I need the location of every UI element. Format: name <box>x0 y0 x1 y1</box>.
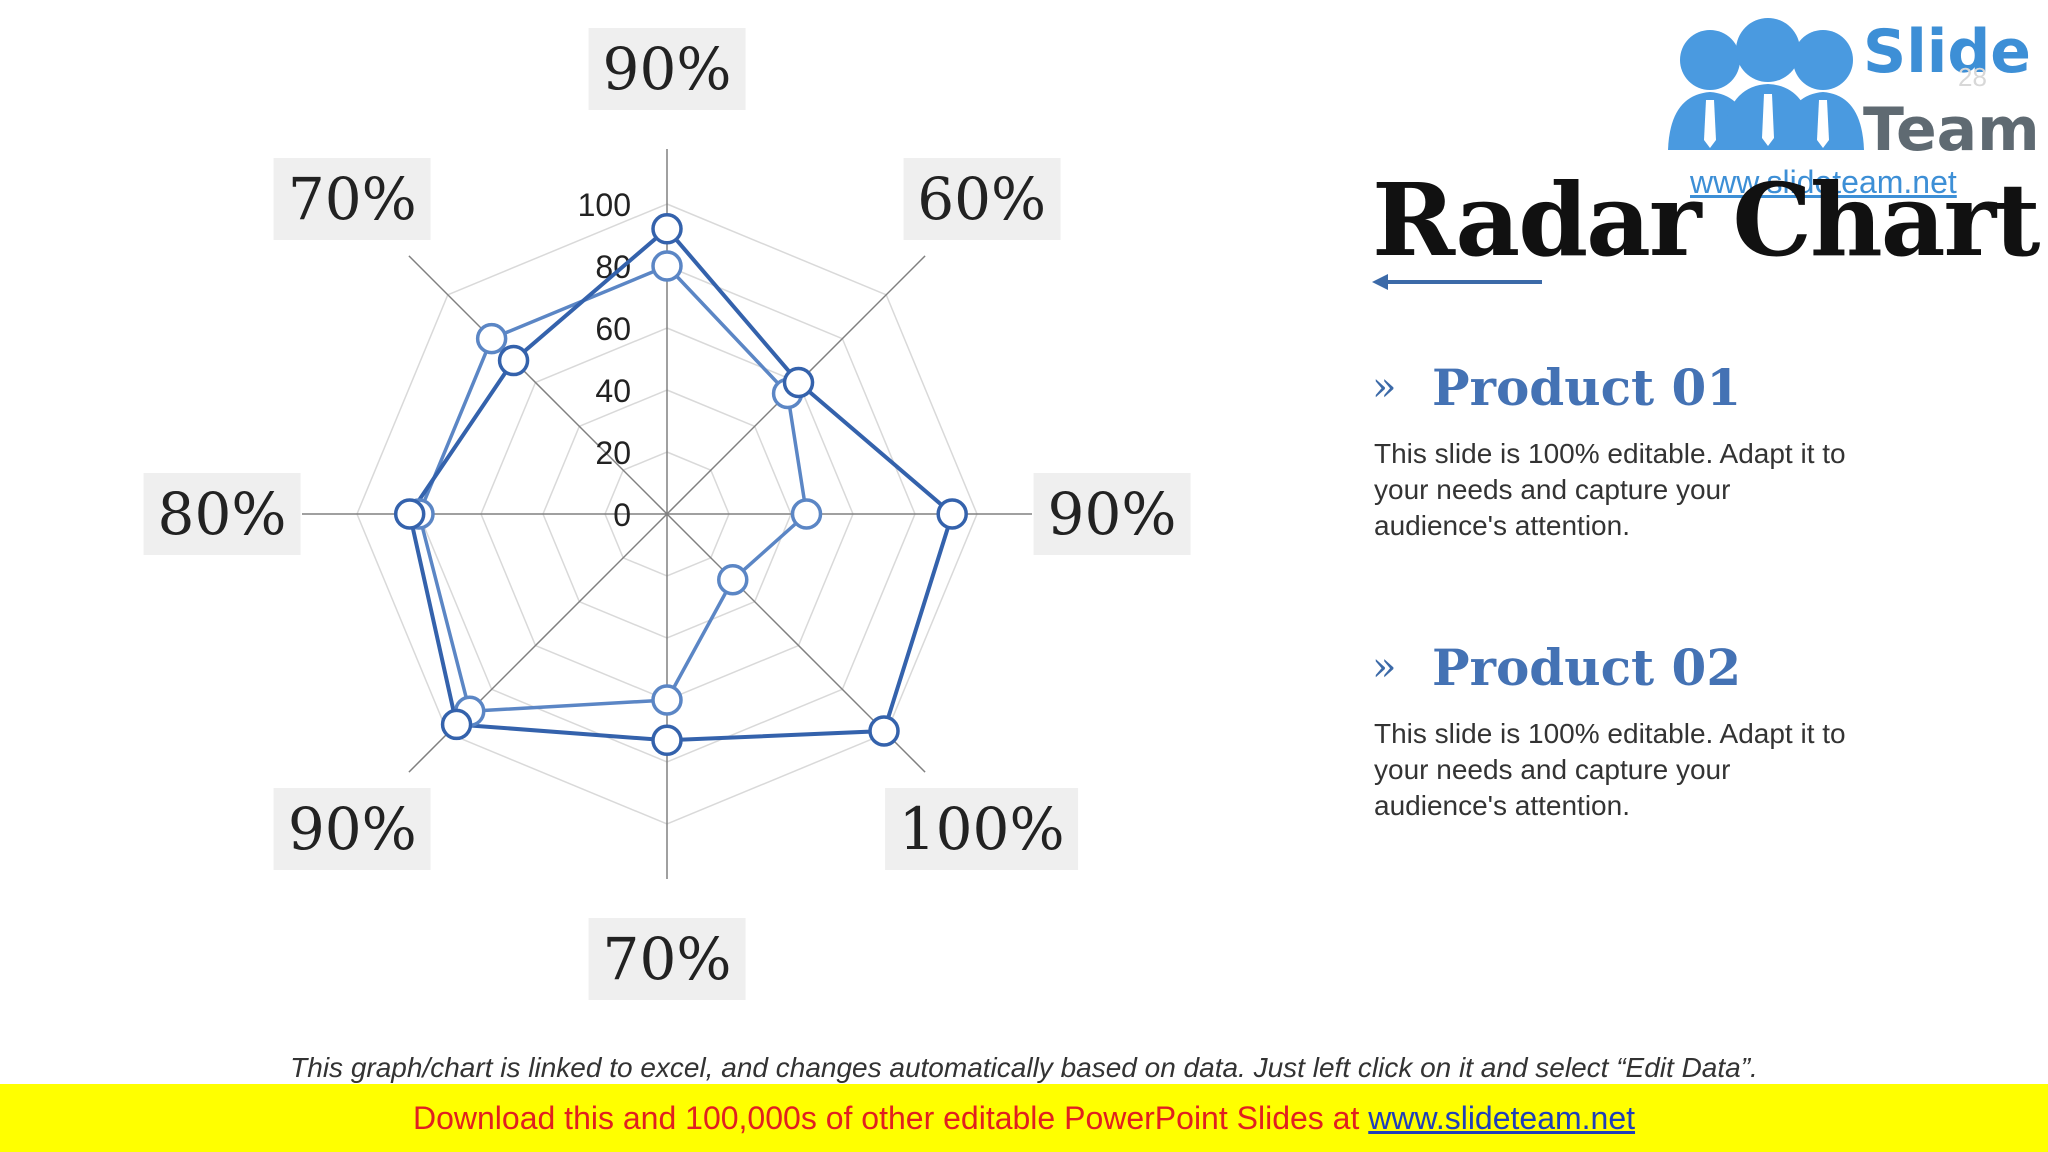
axis-label-3: 100% <box>884 787 1079 870</box>
tick-label-20: 20 <box>595 435 631 471</box>
page-number: 28 <box>1958 62 1987 92</box>
series-1-point-0 <box>651 250 683 282</box>
tick-label-40: 40 <box>595 373 631 409</box>
axis-label-7: 70% <box>273 158 431 241</box>
tick-label-100: 100 <box>578 187 631 223</box>
series-1-point-7 <box>475 322 508 355</box>
product-02-block: » Product 02 This slide is 100% editable… <box>1372 632 1892 824</box>
radar-spokes <box>302 149 1032 879</box>
series-2-point-6 <box>393 498 426 530</box>
chart-footnote: This graph/chart is linked to excel, and… <box>290 1052 1758 1083</box>
radar-chart: 0 20 40 60 80 100 <box>302 149 1032 879</box>
product-01-title: Product 01 <box>1432 357 1742 417</box>
series-2-point-4 <box>651 724 683 757</box>
radial-tick-labels: 0 20 40 60 80 100 <box>578 187 631 533</box>
axis-label-4: 70% <box>588 918 746 1000</box>
axis-label-5: 90% <box>273 787 431 870</box>
arrow-left-icon <box>1372 274 1542 290</box>
series-1-point-3 <box>717 564 749 596</box>
axis-label-2: 90% <box>1033 473 1191 555</box>
logo-url-link[interactable]: www.slideteam.net <box>1690 164 1957 200</box>
logo-team-text: Team <box>1863 95 2040 165</box>
banner-link[interactable]: www.slideteam.net <box>1368 1100 1636 1136</box>
spoke-7 <box>408 255 668 515</box>
axis-label-1: 60% <box>903 158 1061 241</box>
banner-text: Download this and 100,000s of other edit… <box>412 1100 1360 1136</box>
series-1-point-2 <box>790 498 823 530</box>
series-2-point-3 <box>868 715 900 747</box>
series-1-point-4 <box>651 684 683 716</box>
series-2-point-7 <box>497 344 530 377</box>
series-2-line <box>407 225 955 743</box>
page-title: Radar Chart <box>1372 161 2040 279</box>
tick-label-80: 80 <box>595 249 631 285</box>
series-2-point-2 <box>936 498 968 530</box>
product-02-description: This slide is 100% editable. Adapt it to… <box>1374 718 1846 821</box>
logo-slide-text: Slide <box>1863 17 2031 87</box>
double-chevron-icon: » <box>1372 364 1397 410</box>
double-chevron-icon: » <box>1372 644 1397 690</box>
tick-label-60: 60 <box>595 311 631 347</box>
download-banner: Download this and 100,000s of other edit… <box>0 1084 2048 1152</box>
tick-label-0: 0 <box>613 497 631 533</box>
series-2-point-5 <box>440 708 473 741</box>
radar-series <box>393 213 968 757</box>
axis-label-0: 90% <box>588 28 746 110</box>
product-01-description: This slide is 100% editable. Adapt it to… <box>1374 438 1846 541</box>
people-logo-icon <box>1668 18 1864 150</box>
series-2-point-0 <box>651 213 683 245</box>
slideteam-logo: Slide Team www.slideteam.net <box>1640 0 2048 200</box>
axis-label-6: 80% <box>143 473 301 555</box>
series-2-point-1 <box>782 366 815 399</box>
product-02-title: Product 02 <box>1432 637 1742 697</box>
product-01-block: » Product 01 This slide is 100% editable… <box>1372 352 1892 544</box>
